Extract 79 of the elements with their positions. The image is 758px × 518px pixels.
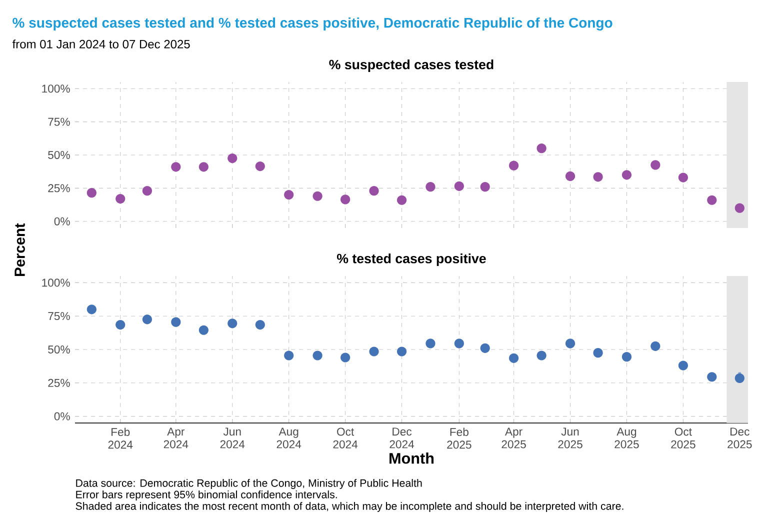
point	[171, 162, 181, 172]
point	[198, 325, 208, 335]
x-tick-label: Aug 2025	[614, 428, 639, 448]
point	[536, 350, 546, 360]
point	[426, 338, 436, 348]
x-tick-label: Dec 2025	[728, 428, 752, 448]
x-tick-label: Oct 2025	[671, 428, 696, 448]
chart-title: % tested cases positive	[336, 254, 486, 266]
x-axis-title: Month	[390, 452, 434, 464]
x-tick-label: Jun 2024	[220, 428, 245, 448]
point	[426, 182, 436, 192]
point	[228, 318, 238, 328]
text: Error bars represent 95% binomial confidence intervals.	[76, 490, 337, 500]
point	[593, 172, 603, 182]
point	[312, 350, 322, 360]
point	[454, 338, 464, 348]
point	[734, 203, 744, 213]
x-tick-label: Feb 2025	[447, 428, 472, 449]
point	[650, 160, 660, 170]
y-tick-label: 50%	[48, 150, 70, 159]
point	[593, 348, 603, 358]
point	[678, 172, 688, 182]
point	[678, 360, 688, 370]
point	[565, 338, 576, 348]
point	[86, 304, 96, 314]
point	[228, 154, 238, 164]
x-tick-label: Oct 2024	[333, 428, 358, 448]
x-tick-label: Feb 2024	[108, 428, 133, 449]
point	[284, 190, 294, 200]
point	[340, 352, 350, 362]
y-tick-label: 75%	[48, 118, 70, 126]
point	[650, 341, 660, 351]
y-axis-title: Percent	[14, 223, 25, 276]
point	[508, 160, 519, 170]
point	[480, 343, 490, 353]
x-tick-label: Apr 2025	[502, 428, 526, 448]
point	[508, 353, 519, 363]
y-tick-label: 0%	[54, 412, 70, 420]
point	[536, 144, 546, 154]
point	[565, 171, 576, 182]
y-tick-label: 100%	[42, 278, 70, 287]
x-tick-label: Dec 2024	[390, 428, 414, 448]
point	[116, 320, 126, 330]
x-tick-label: Aug 2024	[276, 428, 302, 448]
point	[622, 170, 632, 180]
point	[255, 320, 265, 330]
y-tick-label: 100%	[42, 84, 70, 93]
point	[142, 314, 152, 324]
point	[312, 191, 322, 201]
point	[480, 182, 490, 192]
point	[86, 188, 96, 198]
y-tick-label: 25%	[48, 378, 70, 387]
source-note: Data source: Democratic Republic of the Congo, Ministry of Public Health	[76, 479, 422, 489]
x-tick-label: Apr 2024	[164, 428, 188, 448]
point	[707, 195, 717, 205]
point	[454, 181, 464, 191]
point	[707, 372, 717, 382]
y-tick-label: 25%	[48, 184, 70, 192]
point	[369, 186, 379, 196]
point	[734, 373, 744, 384]
point	[396, 195, 407, 205]
point	[340, 194, 350, 204]
y-tick-label: 75%	[48, 312, 70, 320]
text: % suspected cases tested and % tested cases positive, Democratic Republic of the Congo	[12, 17, 612, 31]
point	[171, 317, 181, 327]
point	[396, 346, 407, 356]
y-tick-label: 0%	[54, 217, 70, 226]
point	[255, 161, 265, 172]
x-tick-label: Jun 2025	[558, 428, 582, 448]
text: from 01 Jan 2024 to 07 Dec 2025	[12, 40, 190, 48]
point	[622, 352, 632, 362]
point	[116, 194, 126, 204]
point	[284, 350, 294, 360]
point	[369, 346, 379, 356]
point	[142, 186, 152, 196]
chart-title: % suspected cases tested	[329, 60, 494, 72]
text: Shaded area indicates the most recent month of data, which may be incomplete and should be interpreted with care.	[76, 502, 624, 512]
point	[198, 162, 208, 172]
y-tick-label: 50%	[48, 345, 70, 354]
